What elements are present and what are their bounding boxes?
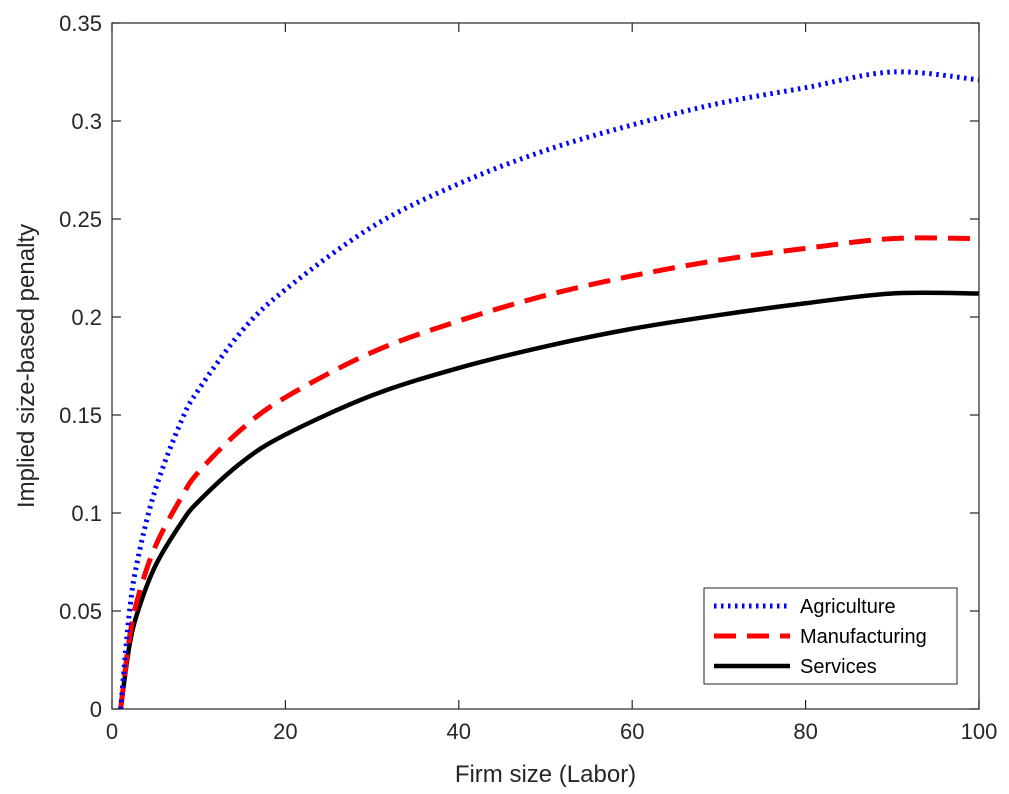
y-tick-label: 0.25 xyxy=(59,207,102,232)
y-axis-title: Implied size-based penalty xyxy=(13,224,40,508)
legend-items: Agriculture Manufacturing Services xyxy=(714,596,927,678)
y-tick-label: 0.35 xyxy=(59,11,102,36)
ticks-layer: 0 20 40 60 80 100 0 0.05 0.1 0.15 0.2 0.25 0.3 0.35 xyxy=(59,11,997,744)
series-line-services xyxy=(118,290,980,710)
plot-frame xyxy=(111,22,980,710)
x-axis-title: Firm size (Labor) xyxy=(455,761,636,788)
x-tick-label: 100 xyxy=(961,719,998,744)
y-tick-label: 0.2 xyxy=(71,305,102,330)
legend-label-services: Services xyxy=(800,656,877,678)
y-tick-label: 0.3 xyxy=(71,109,102,134)
series-line-manufacturing xyxy=(118,235,980,710)
x-tick-label: 0 xyxy=(106,719,118,744)
x-tick-label: 80 xyxy=(793,719,817,744)
legend-label-agriculture: Agriculture xyxy=(800,596,896,618)
y-tick-label: 0.1 xyxy=(71,501,102,526)
series-layer xyxy=(118,69,980,710)
y-tick-label: 0.05 xyxy=(59,599,102,624)
x-tick-label: 20 xyxy=(273,719,297,744)
y-tick-label: 0 xyxy=(90,697,102,722)
legend-label-manufacturing: Manufacturing xyxy=(800,626,927,648)
x-tick-label: 40 xyxy=(447,719,471,744)
x-tick-label: 60 xyxy=(620,719,644,744)
legend: Agriculture Manufacturing Services xyxy=(703,587,958,685)
y-tick-label: 0.15 xyxy=(59,403,102,428)
